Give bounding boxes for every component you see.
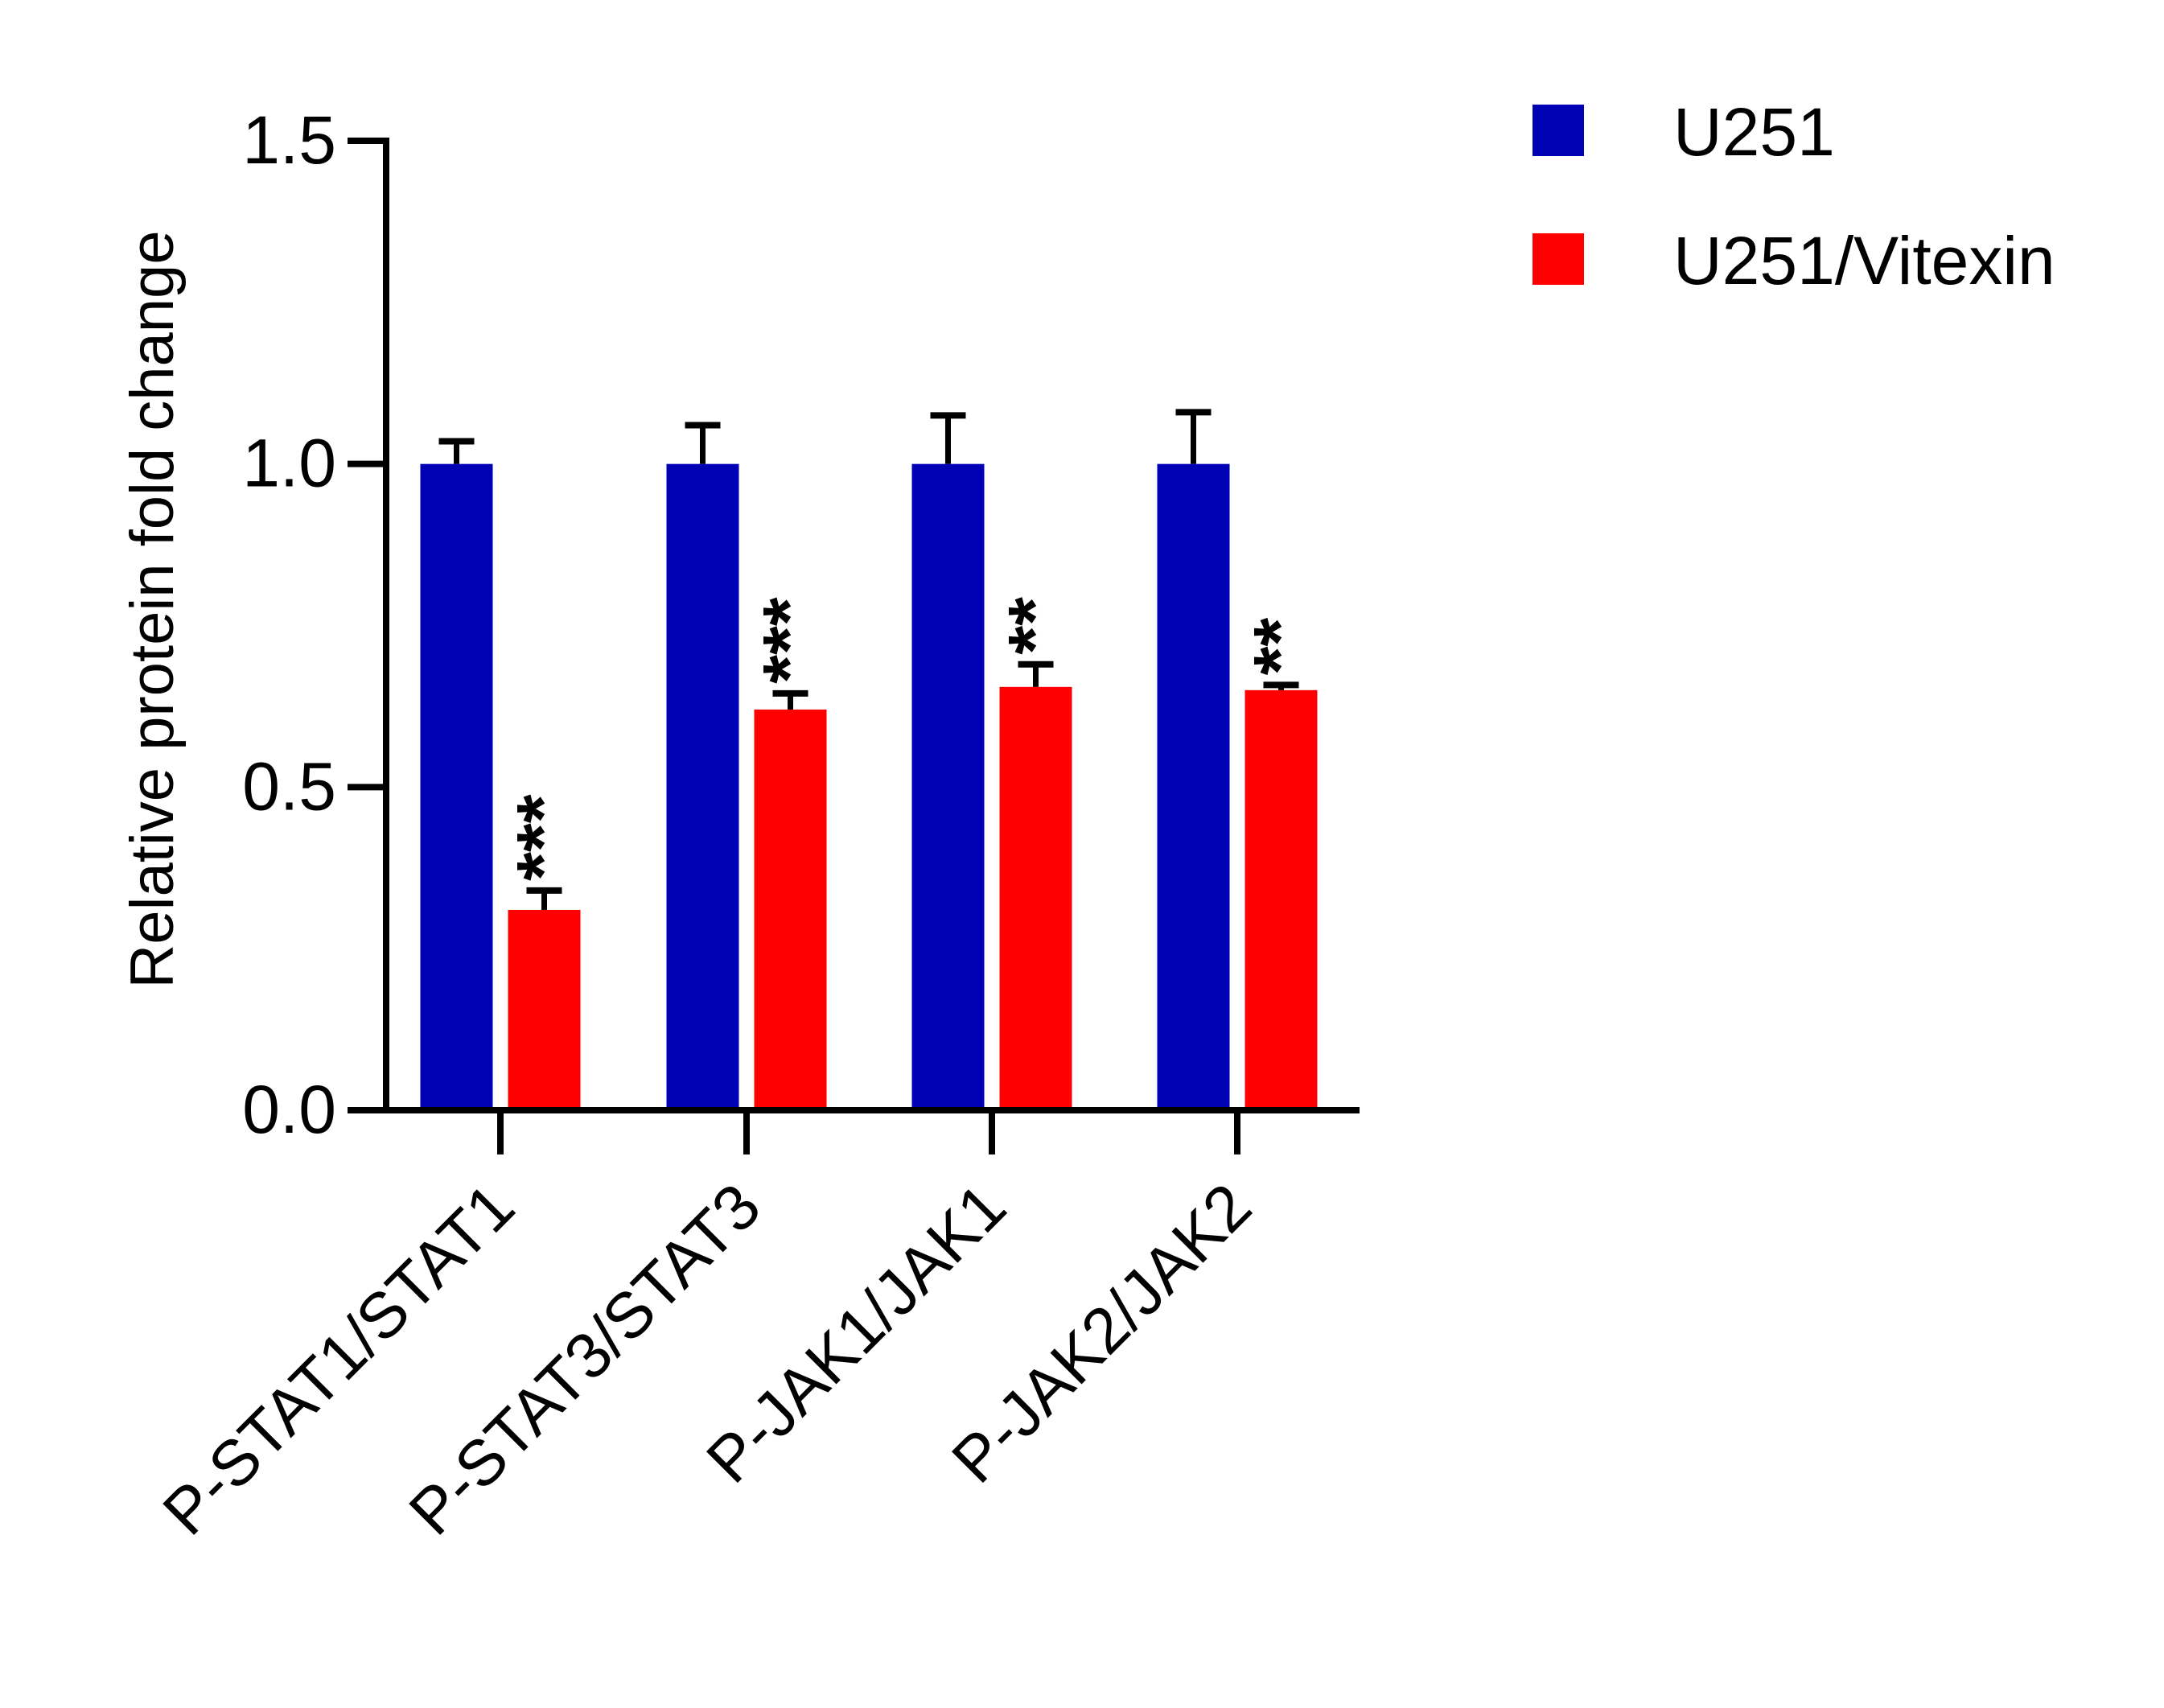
x-axis: P-STAT1/STAT1P-STAT3/STAT3P-JAK1/JAK1P-J… [150, 1107, 1360, 1549]
legend-label: U251/Vitexin [1673, 223, 2055, 298]
x-ticks-layer: P-STAT1/STAT1P-STAT3/STAT3P-JAK1/JAK1P-J… [150, 1110, 1265, 1549]
legend: U251 U251/Vitexin [1532, 94, 2055, 298]
significance-label: ** [1240, 618, 1322, 676]
y-tick-label: 1.5 [242, 102, 336, 178]
bar [420, 463, 493, 1110]
plot-area: ****** ** ** [420, 409, 1322, 1110]
significance-label: *** [749, 597, 831, 684]
bars-layer [420, 463, 1318, 1110]
significance-label: *** [503, 794, 585, 881]
bar [508, 909, 581, 1110]
legend-swatch [1532, 105, 1584, 156]
y-tick-label: 1.0 [242, 426, 336, 501]
bar [1245, 689, 1318, 1110]
bar [999, 686, 1072, 1110]
error-bars-layer [438, 409, 1299, 910]
legend-label: U251 [1673, 94, 1835, 170]
significance-layer: ****** ** ** [503, 597, 1322, 881]
legend-swatch [1532, 233, 1584, 285]
bar [911, 463, 985, 1110]
bar [1157, 463, 1230, 1110]
y-ticks-layer: 0.0 0.5 1.0 1.5 [242, 102, 386, 1147]
bar [666, 463, 739, 1110]
y-tick-label: 0.5 [242, 748, 336, 824]
significance-label: ** [994, 597, 1076, 655]
y-axis: 0.0 0.5 1.0 1.5 Relative protein fold chang… [118, 102, 389, 1147]
y-axis-label: Relative protein fold change [118, 230, 187, 988]
y-tick-label: 0.0 [242, 1072, 336, 1147]
bar [754, 709, 827, 1110]
